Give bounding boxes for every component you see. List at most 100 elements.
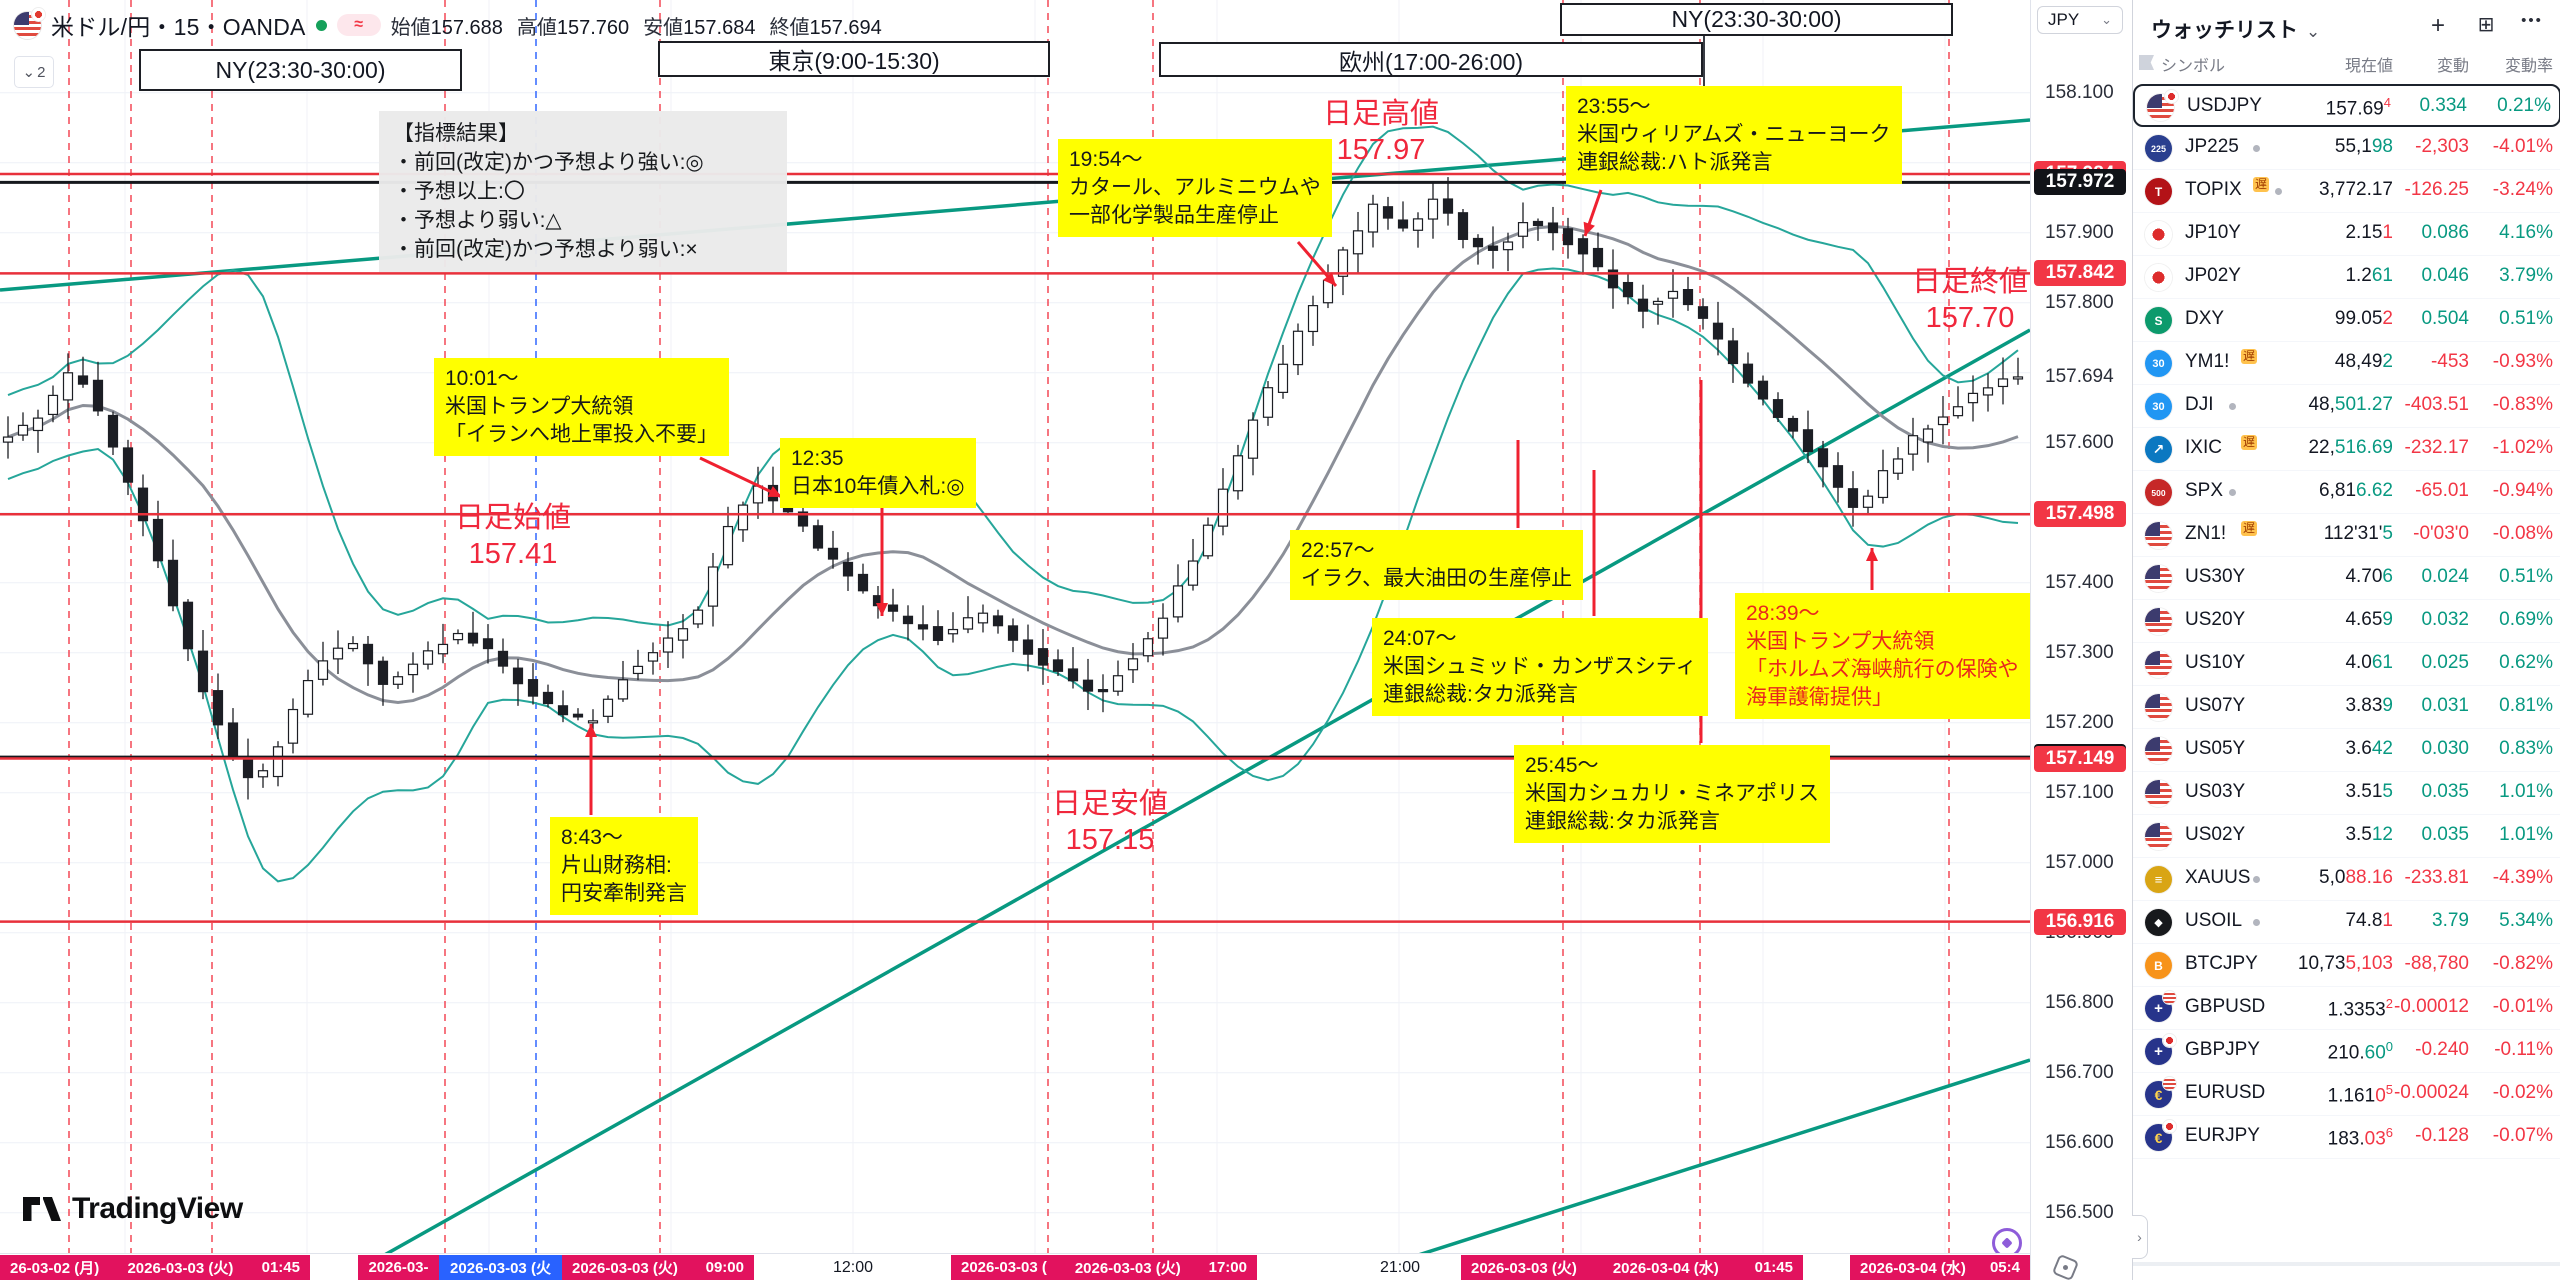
column-symbol[interactable]: シンボル: [2161, 58, 2226, 75]
symbol-name[interactable]: USOIL: [2185, 910, 2243, 931]
time-axis-label[interactable]: 21:00: [1379, 1258, 1421, 1276]
price-axis[interactable]: JPY ⌄ 158.100 157.900 157.800 157.694 157.60…: [2030, 0, 2133, 1281]
symbol-name[interactable]: US05Y: [2185, 738, 2246, 759]
watchlist-row-XAUUS[interactable]: ≡ XAUUS 5,088.16 -233.81 -4.39%: [2133, 858, 2560, 901]
symbol-name[interactable]: ZN1!: [2185, 523, 2227, 544]
symbol-name[interactable]: TOPIX: [2185, 179, 2242, 200]
market-open-dot-icon[interactable]: [315, 19, 327, 31]
level-label-157.70[interactable]: 日足終値 157.70: [1911, 266, 2028, 334]
symbol-title[interactable]: 米ドル/円・15・OANDA: [51, 14, 306, 40]
symbol-name[interactable]: USDJPY: [2187, 95, 2262, 116]
watchlist-row-US20Y[interactable]: US20Y 4.659 0.032 0.69%: [2133, 600, 2560, 643]
session-divider-line[interactable]: [1703, 36, 1705, 86]
candlestick-chart-canvas[interactable]: [0, 0, 2030, 1253]
column-change-pct[interactable]: 変動率: [2504, 58, 2553, 75]
symbol-name[interactable]: US03Y: [2185, 781, 2246, 802]
watchlist-row-US10Y[interactable]: US10Y 4.061 0.025 0.62%: [2133, 643, 2560, 686]
level-label-157.41[interactable]: 日足始値 157.41: [454, 502, 571, 570]
watchlist-row-US05Y[interactable]: US05Y 3.642 0.030 0.83%: [2133, 729, 2560, 772]
watchlist-row-USDJPY[interactable]: USDJPY 157.694 0.334 0.21%: [2133, 84, 2560, 127]
event-note-28:39[interactable]: 28:39〜 米国トランプ大統領 「ホルムズ海峡航行の保険や 海軍護衛提供」: [1735, 593, 2030, 719]
session-box-0[interactable]: NY(23:30-30:00): [139, 49, 462, 91]
watchlist-collapse-handle[interactable]: ›: [2132, 1215, 2148, 1259]
watchlist-row-US30Y[interactable]: US30Y 4.706 0.024 0.51%: [2133, 557, 2560, 600]
approx-price-badge[interactable]: ≈: [336, 14, 381, 36]
symbol-name[interactable]: BTCJPY: [2185, 953, 2258, 974]
event-note-19:54[interactable]: 19:54〜 カタール、アルミニウムや 一部化学製品生産停止: [1058, 139, 1332, 237]
watchlist-row-JP225[interactable]: 225 JP225 55,198 -2,303 -4.01%: [2133, 127, 2560, 170]
flag-column-icon[interactable]: [2139, 55, 2154, 70]
watchlist-row-DXY[interactable]: S DXY 99.052 0.504 0.51%: [2133, 299, 2560, 342]
event-note-22:57[interactable]: 22:57〜 イラク、最大油田の生産停止: [1290, 530, 1584, 600]
event-note-10:01[interactable]: 10:01〜 米国トランプ大統領 「イランへ地上軍投入不要」: [434, 358, 729, 456]
time-settings-icon[interactable]: [2051, 1253, 2080, 1281]
watchlist-row-EURJPY[interactable]: € EURJPY 183.036 -0.128 -0.07%: [2133, 1116, 2560, 1159]
symbol-name[interactable]: XAUUS: [2185, 867, 2251, 888]
watchlist-row-EURUSD[interactable]: € EURUSD 1.16105 -0.00024 -0.02%: [2133, 1073, 2560, 1116]
watchlist-row-YM1![interactable]: 30 YM1! 遅 48,492 -453 -0.93%: [2133, 342, 2560, 385]
symbol-name[interactable]: JP225: [2185, 136, 2239, 157]
symbol-name[interactable]: GBPUSD: [2185, 996, 2266, 1017]
candles[interactable]: [2, 177, 2024, 800]
symbol-name[interactable]: US10Y: [2185, 652, 2246, 673]
column-last[interactable]: 現在値: [2344, 58, 2393, 75]
watchlist-row-GBPJPY[interactable]: + GBPJPY 210.600 -0.240 -0.11%: [2133, 1030, 2560, 1073]
time-axis[interactable]: 26-03-02 (月) 2026-03-03 (火) 01:45 2026-03- 2…: [0, 1253, 2030, 1281]
more-options-icon[interactable]: •••: [2521, 12, 2543, 29]
add-symbol-icon[interactable]: +: [2430, 12, 2445, 39]
event-note-24:07[interactable]: 24:07〜 米国シュミッド・カンザスシティ 連銀総裁:タカ派発言: [1372, 618, 1708, 716]
event-note-25:45[interactable]: 25:45〜 米国カシュカリ・ミネアポリス 連銀総裁:タカ派発言: [1514, 745, 1830, 843]
watchlist-row-USOIL[interactable]: ◆ USOIL 74.81 3.79 5.34%: [2133, 901, 2560, 944]
price-level-badge[interactable]: 157.498: [2034, 501, 2126, 528]
time-axis-highlight[interactable]: 26-03-02 (月) 2026-03-03 (火) 01:45: [0, 1255, 310, 1280]
watchlist-row-BTCJPY[interactable]: B BTCJPY 10,735,103 -88,780 -0.82%: [2133, 944, 2560, 987]
symbol-name[interactable]: IXIC: [2185, 437, 2222, 458]
time-axis-highlight[interactable]: 2026-03-03 (2026-03-03 (火) 17:00: [951, 1255, 1257, 1280]
symbol-name[interactable]: US07Y: [2185, 695, 2246, 716]
session-box-2[interactable]: 欧州(17:00-26:00): [1159, 42, 1703, 77]
symbol-name[interactable]: US02Y: [2185, 824, 2246, 845]
symbol-name[interactable]: JP10Y: [2185, 222, 2241, 243]
session-box-1[interactable]: 東京(9:00-15:30): [658, 41, 1050, 77]
symbol-name[interactable]: US30Y: [2185, 566, 2246, 587]
symbol-name[interactable]: US20Y: [2185, 609, 2246, 630]
watchlist-row-JP10Y[interactable]: JP10Y 2.151 0.086 4.16%: [2133, 213, 2560, 256]
watchlist-row-US02Y[interactable]: US02Y 3.512 0.035 1.01%: [2133, 815, 2560, 858]
bollinger-bands[interactable]: [7, 125, 2019, 883]
level-label-157.97[interactable]: 日足高値 157.97: [1322, 98, 1439, 166]
watchlist-row-GBPUSD[interactable]: + GBPUSD 1.33532 -0.00012 -0.01%: [2133, 987, 2560, 1030]
event-note-8:43[interactable]: 8:43〜 片山財務相: 円安牽制発言: [550, 817, 698, 915]
price-level-badge[interactable]: 157.149: [2034, 745, 2126, 772]
watchlist-row-JP02Y[interactable]: JP02Y 1.261 0.046 3.79%: [2133, 256, 2560, 299]
symbol-name[interactable]: DXY: [2185, 308, 2225, 329]
time-axis-highlight[interactable]: 2026-03-03 (火) 2026-03-04 (水) 01:45: [1461, 1255, 1803, 1280]
object-tree-collapse-button[interactable]: ⌄ 2: [14, 56, 54, 88]
column-change[interactable]: 変動: [2436, 58, 2469, 75]
grid-view-icon[interactable]: ⊞: [2477, 14, 2495, 36]
watchlist-title[interactable]: ウォッチリスト ⌄: [2151, 19, 2321, 42]
watchlist-row-US03Y[interactable]: US03Y 3.515 0.035 1.01%: [2133, 772, 2560, 815]
tradingview-logo[interactable]: TradingView: [22, 1192, 243, 1226]
watchlist-row-TOPIX[interactable]: T TOPIX 遅 3,772.17 -126.25 -3.24%: [2133, 170, 2560, 213]
symbol-name[interactable]: SPX: [2185, 480, 2224, 501]
watchlist-row-DJI[interactable]: 30 DJI 48,501.27 -403.51 -0.83%: [2133, 385, 2560, 428]
session-box-3[interactable]: NY(23:30-30:00): [1560, 3, 1953, 36]
indicator-legend-box[interactable]: 【指標結果】 ・前回(改定)かつ予想より強い:◎ ・予想以上:〇 ・予想より弱い:△ ・…: [379, 111, 787, 272]
watchlist-row-US07Y[interactable]: US07Y 3.839 0.031 0.81%: [2133, 686, 2560, 729]
symbol-name[interactable]: EURUSD: [2185, 1082, 2266, 1103]
symbol-name[interactable]: EURJPY: [2185, 1125, 2260, 1146]
price-level-badge[interactable]: 157.972: [2034, 169, 2126, 196]
symbol-name[interactable]: JP02Y: [2185, 265, 2241, 286]
price-level-badge[interactable]: 157.842: [2034, 260, 2126, 287]
price-level-badge[interactable]: 156.916: [2034, 908, 2126, 935]
currency-selector[interactable]: JPY ⌄: [2037, 6, 2123, 34]
event-note-23:55[interactable]: 23:55〜 米国ウィリアムズ・ニューヨーク 連銀総裁:ハト派発言: [1566, 86, 1902, 184]
time-axis-highlight[interactable]: 2026-03-03 (火: [439, 1255, 562, 1280]
event-note-12:35[interactable]: 12:35 日本10年債入札:◎: [780, 438, 976, 508]
time-axis-highlight[interactable]: 2026-03-04 (水) 05:4: [1850, 1255, 2030, 1280]
watchlist-row-ZN1![interactable]: ZN1! 遅 112'31'5 -0'03'0 -0.08%: [2133, 514, 2560, 557]
symbol-name[interactable]: DJI: [2185, 394, 2214, 415]
watchlist-row-IXIC[interactable]: ↗ IXIC 遅 22,516.69 -232.17 -1.02%: [2133, 428, 2560, 471]
time-axis-highlight[interactable]: 2026-03-03 (火) 09:00: [562, 1255, 754, 1280]
symbol-name[interactable]: YM1!: [2185, 351, 2230, 372]
